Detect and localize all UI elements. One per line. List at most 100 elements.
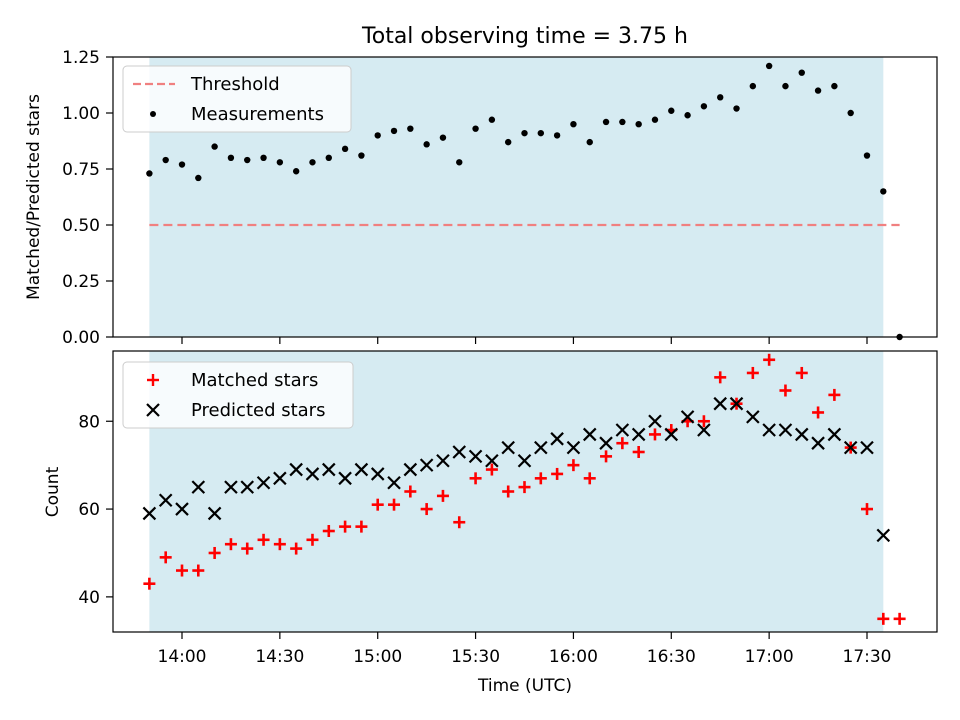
matched-point — [143, 577, 156, 590]
bottom-xlabel: Time (UTC) — [477, 676, 572, 696]
bottom-xtick-label: 15:30 — [451, 647, 500, 667]
predicted-point — [697, 423, 711, 437]
measurement-point — [407, 125, 414, 132]
predicted-point — [762, 423, 776, 437]
measurement-point — [602, 118, 610, 126]
measurement-point — [651, 116, 659, 123]
matched-point — [371, 498, 384, 511]
bottom-xtick-label: 16:00 — [549, 647, 598, 667]
measurement-point — [880, 188, 887, 195]
bottom-legend-box — [122, 361, 354, 429]
matched-point — [159, 551, 172, 564]
bottom-xtick-label: 14:00 — [158, 647, 207, 667]
bottom-xtick-label: 17:00 — [745, 647, 794, 667]
matched-point — [241, 542, 254, 555]
predicted-point — [240, 480, 255, 494]
legend-measurements-label: Measurements — [191, 104, 324, 125]
chart-title: Total observing time = 3.75 h — [361, 24, 688, 49]
predicted-point — [436, 453, 450, 468]
measurement-point — [309, 159, 316, 166]
measurement-point — [765, 62, 773, 70]
matched-point — [795, 366, 808, 379]
predicted-point — [843, 440, 858, 455]
predicted-point — [566, 440, 581, 455]
matched-point — [893, 612, 906, 625]
predicted-point — [175, 502, 189, 516]
measurement-point — [700, 103, 708, 110]
bottom-xtick-label: 16:30 — [647, 647, 696, 667]
predicted-point — [615, 423, 630, 437]
predicted-point — [142, 506, 157, 521]
predicted-point — [338, 471, 352, 486]
measurement-point — [456, 159, 463, 166]
predicted-point — [468, 449, 483, 464]
legend-threshold-label: Threshold — [190, 74, 280, 95]
matched-point — [192, 564, 205, 577]
measurement-point — [146, 170, 153, 177]
matched-point — [208, 546, 221, 559]
predicted-point — [403, 462, 418, 477]
measurement-point — [292, 168, 300, 175]
measurement-point — [733, 105, 740, 112]
predicted-point — [224, 480, 238, 494]
measurement-point — [423, 141, 430, 148]
predicted-point — [207, 506, 222, 521]
matched-point — [469, 472, 482, 485]
matched-point — [648, 428, 661, 441]
predicted-point — [811, 436, 825, 450]
predicted-point — [354, 462, 369, 477]
legend-matched-label: Matched stars — [191, 370, 318, 391]
bottom-ytick-label: 80 — [78, 412, 100, 432]
predicted-point — [501, 440, 515, 455]
matched-point — [453, 516, 466, 529]
measurement-point — [570, 121, 577, 128]
matched-point — [746, 366, 759, 379]
bottom-axes-frame — [112, 350, 938, 633]
measurement-point — [276, 159, 284, 166]
predicted-point — [746, 410, 760, 424]
top-ytick-label: 1.00 — [62, 104, 100, 124]
matched-point — [306, 533, 319, 546]
predicted-point — [191, 480, 206, 494]
matched-point — [339, 520, 352, 533]
measurement-point — [553, 132, 561, 139]
bottom-ylabel: Count — [43, 466, 63, 517]
top-panel: 0.00 0.25 0.50 0.75 1.00 1.25 Matched/Predict… — [24, 48, 938, 348]
matched-point — [616, 437, 629, 450]
top-ytick-label: 0.75 — [62, 160, 100, 180]
bottom-xtick-label: 14:30 — [255, 647, 304, 667]
predicted-point — [419, 458, 434, 472]
top-ylabel: Matched/Predicted stars — [24, 94, 44, 300]
predicted-point — [599, 436, 613, 450]
measurement-point — [847, 109, 854, 117]
measurement-point — [831, 82, 838, 90]
legend-predicted-swatch — [146, 403, 160, 417]
predicted-point — [631, 427, 646, 442]
measurement-point — [521, 129, 528, 137]
measurement-point — [325, 154, 332, 161]
top-ytick-label: 1.25 — [62, 48, 100, 68]
measurement-point — [749, 82, 757, 90]
matched-point — [404, 485, 417, 498]
measurement-point — [439, 134, 447, 141]
measurement-point — [586, 138, 593, 146]
legend-measurements-swatch — [150, 111, 156, 117]
matched-point — [697, 415, 710, 428]
matched-point — [224, 538, 237, 551]
measurement-point — [488, 116, 496, 123]
matched-point — [485, 463, 498, 476]
top-ytick-label: 0.50 — [62, 216, 100, 236]
measurement-point — [341, 145, 349, 153]
legend-predicted-label: Predicted stars — [191, 400, 325, 421]
matched-point — [632, 445, 645, 458]
measurement-point — [211, 143, 218, 150]
measurement-point — [374, 132, 381, 139]
measurement-point — [195, 174, 202, 182]
measurement-point — [537, 129, 545, 137]
bottom-xtick-label: 15:00 — [353, 647, 402, 667]
predicted-point — [664, 427, 679, 442]
top-axes-frame — [112, 56, 938, 338]
matched-point — [436, 489, 449, 502]
predicted-point — [680, 410, 695, 424]
